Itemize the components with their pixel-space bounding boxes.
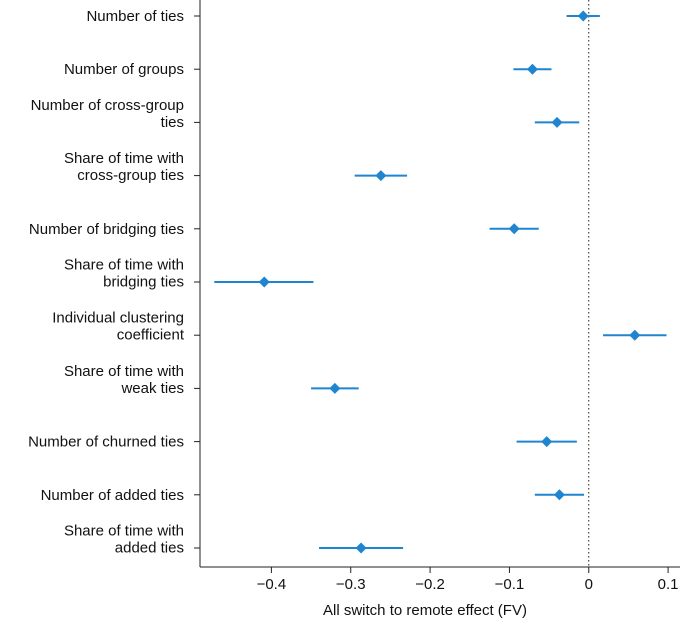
category-label: weak ties — [120, 380, 184, 397]
category-label: coefficient — [117, 327, 185, 344]
category-label: bridging ties — [103, 274, 184, 291]
category-label: Number of groups — [64, 61, 184, 78]
point-estimate-marker — [329, 382, 341, 394]
point-estimate-marker — [508, 223, 520, 235]
x-tick-label: 0 — [585, 576, 593, 593]
category-label: Share of time with — [64, 257, 184, 274]
category-label: Number of ties — [86, 8, 184, 25]
category-label: ties — [161, 114, 184, 131]
category-label: Number of churned ties — [28, 434, 184, 451]
point-estimate-marker — [541, 436, 553, 448]
x-axis-title: All switch to remote effect (FV) — [323, 602, 527, 619]
point-estimate-marker — [553, 489, 565, 501]
category-label: cross-group ties — [77, 167, 184, 184]
category-label: Number of added ties — [41, 487, 184, 504]
category-label: Individual clustering — [52, 310, 184, 327]
category-labels: Number of ties Number of groups Number of … — [28, 8, 185, 557]
point-estimate-marker — [375, 170, 387, 182]
x-axis: −0.4 −0.3 −0.2 −0.1 0 0.1 — [194, 0, 680, 593]
category-label: Number of cross-group — [31, 97, 184, 114]
category-label: Share of time with — [64, 150, 184, 167]
point-estimate-marker — [258, 276, 270, 288]
point-estimate-marker — [551, 116, 563, 128]
point-estimate-marker — [355, 542, 367, 554]
x-tick-label: −0.1 — [495, 576, 525, 593]
category-label: Share of time with — [64, 523, 184, 540]
category-label: Number of bridging ties — [29, 221, 184, 238]
x-tick-label: −0.4 — [257, 576, 287, 593]
category-label: added ties — [115, 540, 184, 557]
point-estimate-marker — [577, 10, 589, 22]
x-tick-label: 0.1 — [658, 576, 679, 593]
point-estimate-marker — [629, 329, 641, 341]
x-tick-label: −0.3 — [336, 576, 366, 593]
x-tick-label: −0.2 — [415, 576, 445, 593]
point-estimate-marker — [526, 63, 538, 75]
effect-points — [214, 10, 667, 554]
category-label: Share of time with — [64, 363, 184, 380]
